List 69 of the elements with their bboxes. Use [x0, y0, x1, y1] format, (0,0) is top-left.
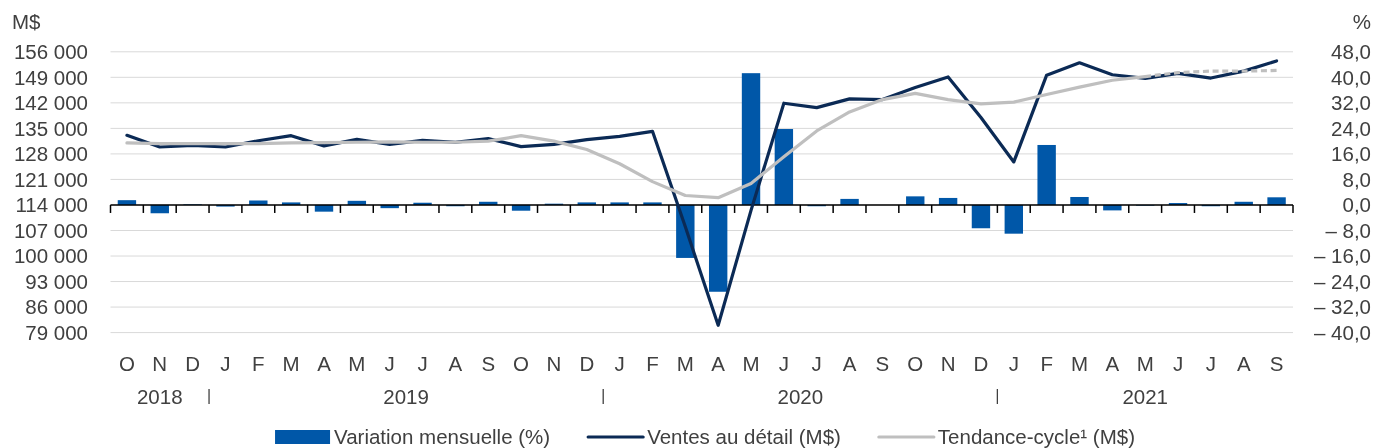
legend-label: Variation mensuelle (%) [334, 425, 551, 448]
y-tick-label: 114 000 [15, 193, 88, 217]
y2-tick-label: – 32,0 [1314, 295, 1371, 319]
x-tick-label: F [1040, 352, 1053, 375]
y-tick-label: 107 000 [13, 218, 88, 242]
x-tick-label: S [1269, 352, 1284, 375]
text: 2019 [383, 385, 429, 408]
x-tick-label: M [1070, 352, 1089, 375]
y-axis-title: M$ [12, 10, 42, 33]
x-tick-label: A [711, 352, 726, 375]
y-tick-label: 93 000 [25, 269, 88, 293]
x-tick-label: D [185, 352, 201, 375]
y-tick-label: 100 000 [13, 244, 88, 268]
x-tick-label: J [1205, 352, 1217, 375]
x-tick-label: J [417, 352, 428, 375]
y2-tick-label: – 16,0 [1314, 244, 1371, 268]
y-tick-label: 135 000 [13, 116, 88, 140]
text: 2018 [136, 385, 183, 408]
x-tick-label: O [118, 352, 135, 375]
y2-tick-label: 32,0 [1331, 91, 1371, 115]
y-tick-label: 156 000 [13, 39, 88, 63]
x-tick-label: J [384, 352, 395, 375]
y-tick-label: 86 000 [25, 295, 88, 319]
y-tick-label: 79 000 [25, 320, 88, 344]
x-tick-label: A [1236, 352, 1251, 375]
x-tick-label: N [152, 352, 168, 375]
x-tick-label: S [875, 352, 890, 375]
y2-tick-label: – 40,0 [1314, 320, 1371, 344]
y2-tick-label: 16,0 [1331, 142, 1371, 166]
x-tick-label: M [348, 352, 366, 375]
x-tick-label: F [252, 352, 265, 375]
y-tick-label: 149 000 [13, 65, 88, 89]
y-tick-label: 142 000 [13, 91, 88, 115]
y2-tick-label: 48,0 [1331, 39, 1371, 63]
x-tick-label: M [282, 352, 300, 375]
x-tick-label: J [220, 352, 231, 375]
x-tick-label: F [646, 352, 659, 375]
y2-tick-label: 40,0 [1331, 65, 1371, 89]
legend-label: Tendance-cycle¹ (M$) [937, 425, 1135, 448]
x-tick-label: N [546, 352, 562, 375]
x-tick-label: M [1136, 352, 1154, 375]
x-tick-label: J [811, 352, 822, 375]
y2-tick-label: – 8,0 [1325, 218, 1371, 242]
x-tick-label: D [973, 352, 989, 375]
x-tick-label: J [778, 352, 789, 375]
x-tick-label: J [1172, 352, 1184, 375]
x-tick-label: A [317, 352, 332, 375]
x-tick-label: J [1008, 352, 1019, 375]
x-tick-label: S [481, 352, 496, 375]
legend-label: Ventes au détail (M$) [647, 425, 841, 448]
y2-tick-label: 0,0 [1342, 193, 1371, 217]
y2-tick-label: – 24,0 [1314, 269, 1371, 293]
x-tick-label: N [940, 352, 956, 375]
x-tick-label: A [448, 352, 463, 375]
y2-tick-label: 24,0 [1331, 116, 1371, 140]
x-tick-label: O [513, 352, 530, 375]
x-tick-label: J [614, 352, 625, 375]
x-tick-label: A [842, 352, 857, 375]
x-tick-label: O [907, 352, 924, 375]
y2-tick-label: 8,0 [1342, 167, 1371, 191]
y2-axis-title: % [1352, 10, 1371, 33]
x-tick-label: A [1105, 352, 1120, 375]
text: 2020 [777, 385, 824, 408]
x-tick-label: M [742, 352, 760, 375]
text: 2021 [1122, 385, 1168, 408]
x-tick-label: M [676, 352, 694, 375]
y-tick-label: 121 000 [13, 167, 88, 191]
y-tick-label: 128 000 [13, 142, 88, 166]
x-tick-label: D [579, 352, 595, 375]
